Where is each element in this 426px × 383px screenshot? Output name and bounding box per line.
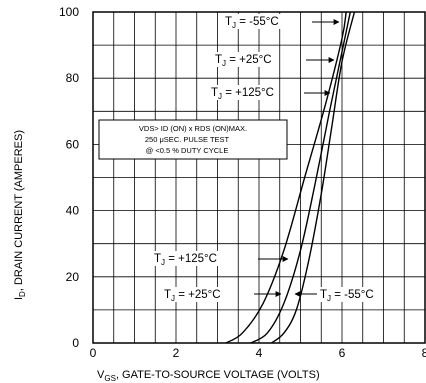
x-tick-label: 6 xyxy=(339,346,346,360)
y-tick-labels: 0 20 40 60 80 100 xyxy=(59,5,79,350)
y-axis-title: ID, DRAIN CURRENT (AMPERES) xyxy=(13,130,27,300)
label-subscript: J xyxy=(222,59,226,68)
label-tj-plus-125c-bottom: TJ = +125°C xyxy=(154,253,217,267)
test-conditions-border xyxy=(98,119,288,160)
label-subscript: J xyxy=(171,294,175,303)
y-tick-label: 0 xyxy=(72,336,79,350)
label-subscript: J xyxy=(218,92,222,101)
label-value: = +125°C xyxy=(222,87,274,99)
y-axis-title-sub: D xyxy=(18,291,27,297)
y-axis-title-rest: , DRAIN CURRENT (AMPERES) xyxy=(13,130,25,291)
curve-tj-plus-25c xyxy=(250,12,351,343)
curves xyxy=(225,12,356,343)
label-value: = -55°C xyxy=(236,16,279,28)
label-symbol: T xyxy=(211,87,218,99)
label-symbol: T xyxy=(215,54,222,66)
y-axis-title-main: I xyxy=(13,297,25,300)
label-symbol: T xyxy=(154,253,161,265)
plot-frame xyxy=(92,11,426,344)
grid xyxy=(93,12,425,343)
label-subscript: J xyxy=(161,258,165,267)
x-tick-label: 2 xyxy=(173,346,180,360)
test-condition-line-3: @ <0.5 % DUTY CYCLE xyxy=(146,146,229,155)
y-tick-label: 20 xyxy=(66,270,80,284)
label-tj-minus-55c-bottom: TJ = -55°C xyxy=(320,289,374,303)
test-condition-line-1: VDS> ID (ON) x RDS (ON)MAX. xyxy=(139,124,247,133)
label-tj-minus-55c-top-background xyxy=(223,14,281,29)
curve-tj-minus-55c xyxy=(271,12,356,343)
label-tj-plus-125c-top-background xyxy=(209,85,276,100)
x-tick-label: 0 xyxy=(90,346,97,360)
y-tick-label: 40 xyxy=(66,204,80,218)
x-axis-title-main: V xyxy=(97,369,105,381)
label-tj-plus-125c-top: TJ = +125°C xyxy=(211,87,274,101)
x-axis-title-sub: GS xyxy=(104,374,116,383)
label-tj-minus-55c-bottom-background xyxy=(318,287,376,302)
label-value: = -55°C xyxy=(331,289,374,301)
label-tj-plus-25c-top-background xyxy=(213,52,274,67)
label-tj-plus-25c-bottom-background xyxy=(162,287,223,302)
x-tick-labels: 0 2 4 6 8 xyxy=(90,346,426,360)
label-symbol: T xyxy=(225,16,232,28)
label-value: = +25°C xyxy=(175,289,221,301)
x-axis-title-rest: , GATE-TO-SOURCE VOLTAGE (VOLTS) xyxy=(116,369,320,381)
y-tick-label: 80 xyxy=(66,71,80,85)
test-condition-line-2: 250 μSEC. PULSE TEST xyxy=(145,135,230,144)
label-subscript: J xyxy=(327,294,331,303)
label-symbol: T xyxy=(164,289,171,301)
x-tick-label: 4 xyxy=(256,346,263,360)
label-subscript: J xyxy=(232,21,236,30)
curve-tj-plus-125c xyxy=(225,12,347,343)
label-tj-plus-25c-top: TJ = +25°C xyxy=(215,54,272,68)
label-value: = +125°C xyxy=(165,253,217,265)
test-conditions-box: VDS> ID (ON) x RDS (ON)MAX. 250 μSEC. PU… xyxy=(98,119,288,160)
x-axis-title: VGS, GATE-TO-SOURCE VOLTAGE (VOLTS) xyxy=(97,369,320,383)
label-symbol: T xyxy=(320,289,327,301)
label-tj-plus-25c-bottom: TJ = +25°C xyxy=(164,289,221,303)
y-tick-label: 100 xyxy=(59,5,79,19)
label-tj-minus-55c-top: TJ = -55°C xyxy=(225,16,279,30)
temperature-annotations: TJ = -55°CTJ = +25°CTJ = +125°CTJ = +125… xyxy=(152,14,376,303)
label-tj-plus-125c-bottom-background xyxy=(152,251,219,266)
label-value: = +25°C xyxy=(226,54,272,66)
y-tick-label: 60 xyxy=(66,137,80,151)
x-tick-label: 8 xyxy=(422,346,426,360)
